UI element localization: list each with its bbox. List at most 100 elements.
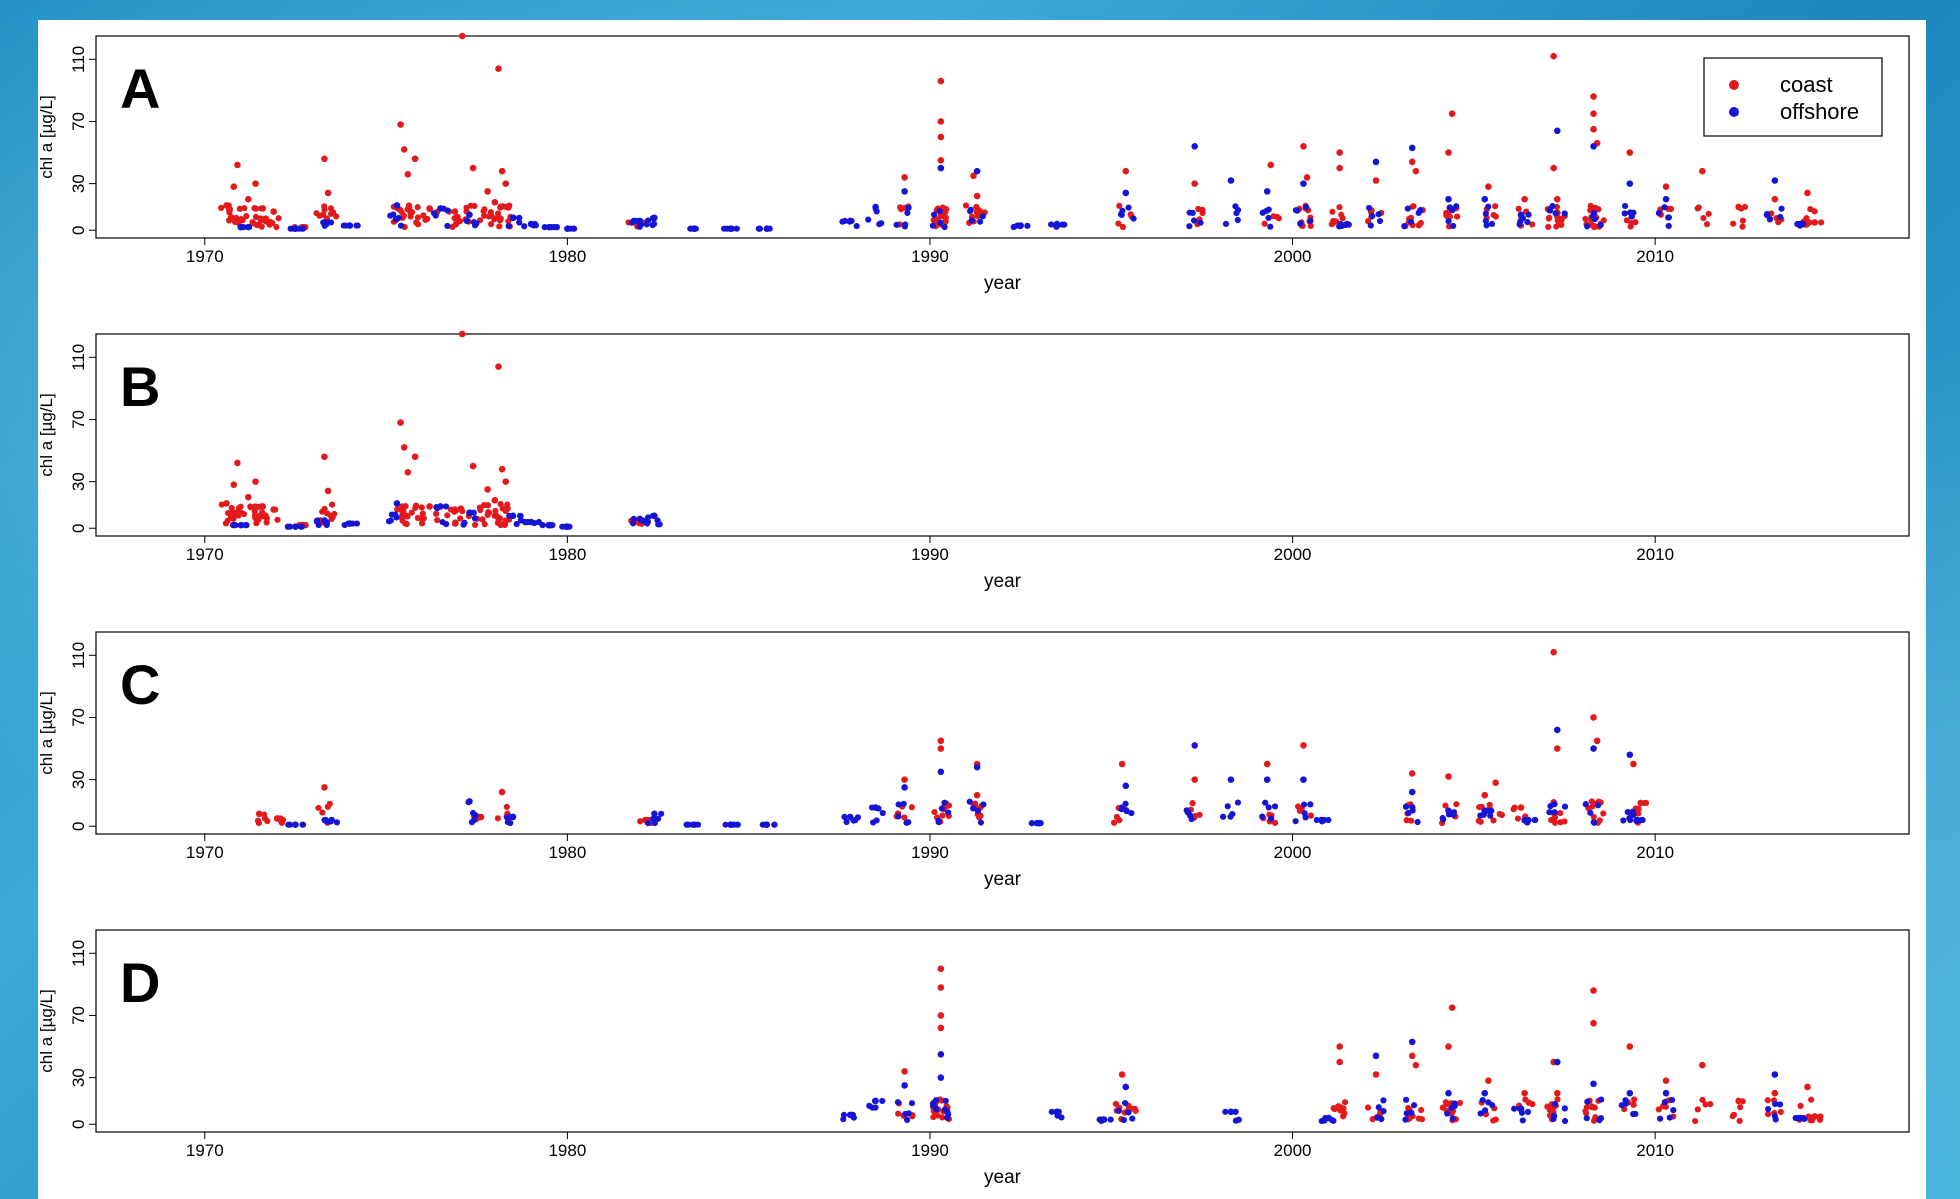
data-point-coast [1553,195,1561,203]
data-point-offshore [1129,1115,1136,1122]
data-point-coast [937,965,945,973]
data-point-offshore [1197,219,1204,226]
x-tick-label: 2000 [1274,1141,1312,1160]
data-point-coast [255,810,263,818]
data-point-coast [257,503,264,510]
data-point-offshore [1378,1115,1385,1123]
data-point-offshore [1662,1089,1670,1097]
data-point-coast [901,776,908,783]
data-point-coast [433,510,440,517]
data-point-offshore [1583,1115,1590,1122]
x-tick-label: 1970 [186,247,224,266]
data-point-coast [269,219,276,227]
data-point-coast [505,204,512,211]
x-tick-label: 1970 [186,843,224,862]
data-point-offshore [1227,776,1235,783]
data-point-coast [1300,742,1307,749]
data-point-offshore [644,820,652,827]
data-point-offshore [1795,1114,1802,1122]
data-point-coast [328,501,336,508]
data-point-coast [484,486,491,493]
data-point-coast [494,815,502,822]
data-point-coast [484,188,491,195]
data-point-coast [503,803,510,811]
data-point-offshore [1235,1116,1242,1123]
data-point-offshore [1330,1117,1337,1124]
data-point-offshore [1222,1108,1229,1115]
data-point-coast [1627,223,1634,230]
data-point-offshore [1417,207,1424,214]
data-point-coast [1418,1106,1425,1114]
y-tick-label: 70 [69,708,88,727]
data-point-coast [418,504,425,511]
data-point-offshore [1629,808,1637,815]
data-point-coast [451,208,459,215]
data-point-offshore [1376,217,1384,225]
data-point-offshore [510,214,517,221]
data-point-offshore [1547,206,1554,213]
data-point-coast [1456,1099,1464,1107]
data-point-offshore [1028,820,1035,827]
data-point-offshore [522,519,529,526]
data-point-coast [1804,189,1811,197]
data-point-coast [457,505,465,512]
data-point-coast [942,214,949,222]
data-point-offshore [1125,1109,1132,1116]
data-point-offshore [875,805,882,812]
data-point-coast [488,221,495,228]
data-point-coast [469,164,477,172]
data-point-coast [1341,1099,1349,1106]
data-point-coast [232,214,240,221]
data-point-coast [411,155,419,163]
data-point-offshore [1666,1114,1673,1121]
data-point-coast [492,507,499,515]
data-point-coast [1545,215,1552,222]
data-point-offshore [1265,804,1272,811]
data-point-offshore [1668,1096,1676,1104]
data-point-coast [400,444,408,451]
data-point-coast [1700,214,1707,222]
data-point-coast [908,804,915,811]
data-point-offshore [873,817,880,824]
data-point-coast [502,478,510,485]
data-point-offshore [1117,211,1125,218]
data-point-coast [481,206,488,213]
data-point-coast [1403,817,1410,824]
data-point-coast [937,984,945,991]
data-point-coast [1510,806,1517,813]
panel-label: B [120,355,160,418]
data-point-offshore [644,514,652,521]
data-point-offshore [471,515,479,522]
y-tick-label: 30 [69,174,88,193]
y-tick-label: 110 [69,940,88,967]
data-point-coast [1112,1100,1120,1108]
data-point-offshore [1553,1058,1561,1066]
data-point-offshore [1627,816,1634,824]
data-point-coast [1545,223,1552,231]
data-point-offshore [434,505,441,512]
data-point-offshore [507,819,514,827]
data-point-offshore [644,520,651,527]
data-point-coast [479,516,486,523]
data-point-offshore [1777,1101,1784,1108]
data-point-coast [315,804,322,812]
data-point-coast [1521,1089,1528,1097]
data-point-offshore [1488,807,1495,814]
legend-marker-offshore [1729,107,1739,117]
data-point-coast [897,204,904,211]
data-point-offshore [1482,217,1490,225]
data-point-offshore [654,815,662,822]
data-point-coast [400,146,408,153]
data-point-offshore [980,801,987,808]
data-point-coast [1492,779,1499,787]
data-point-offshore [539,522,546,529]
plot-frame [95,631,1910,835]
data-point-offshore [1268,815,1275,822]
data-point-offshore [1265,214,1272,222]
data-point-offshore [930,211,938,218]
x-tick-label: 1990 [911,1141,949,1160]
data-point-coast [1592,223,1599,230]
data-point-coast [1408,1052,1416,1060]
data-point-coast [324,189,332,197]
data-point-coast [1191,180,1198,187]
